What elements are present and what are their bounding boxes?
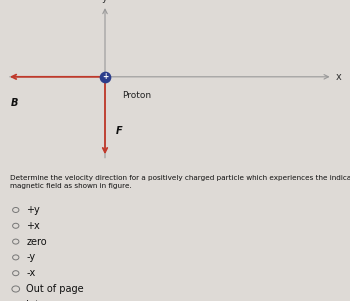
Text: Into page: Into page	[26, 300, 73, 301]
Text: y: y	[102, 0, 108, 4]
Text: +: +	[102, 72, 108, 81]
Text: +x: +x	[26, 221, 40, 231]
Point	[102, 74, 108, 79]
Text: F: F	[116, 126, 122, 136]
Text: Out of page: Out of page	[26, 284, 84, 294]
Text: -y: -y	[26, 252, 35, 262]
Text: -x: -x	[26, 268, 35, 278]
Text: Determine the velocity direction for a positively charged particle which experie: Determine the velocity direction for a p…	[10, 175, 350, 189]
Text: zero: zero	[26, 237, 47, 247]
Text: x: x	[336, 72, 342, 82]
Text: Proton: Proton	[122, 91, 152, 100]
Text: +y: +y	[26, 205, 40, 215]
Text: B: B	[10, 98, 18, 108]
